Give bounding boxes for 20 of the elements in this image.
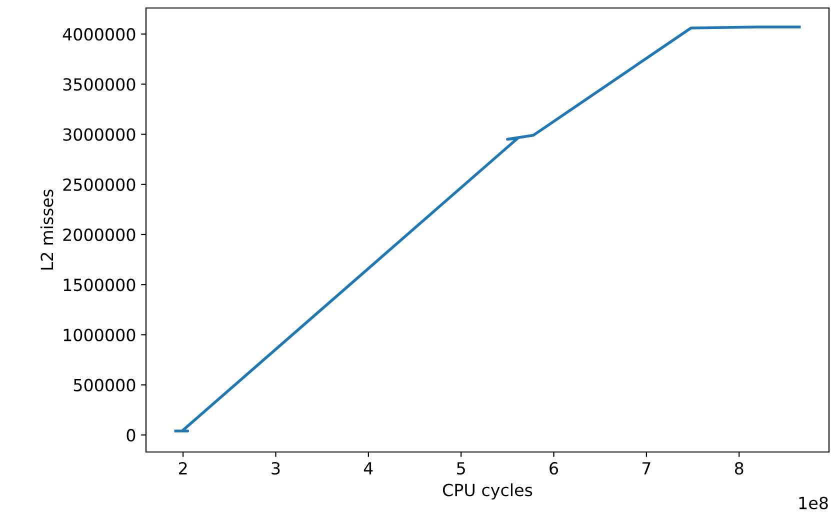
x-tick-label: 5 xyxy=(457,462,465,475)
y-axis-title: L2 misses xyxy=(40,190,54,270)
y-tick-label: 2500000 xyxy=(63,178,136,191)
y-tick-label: 1500000 xyxy=(64,278,136,292)
x-tick-label: 8 xyxy=(734,462,744,475)
x-tick-label: 4 xyxy=(364,462,373,474)
x-tick-label: 6 xyxy=(550,462,558,475)
x-tick-label: 7 xyxy=(642,462,650,474)
x-axis-title: CPU cycles xyxy=(442,483,532,500)
x-tick-label: 2 xyxy=(178,462,187,474)
y-tick-label: 1000000 xyxy=(64,328,136,342)
y-tick-label: 500000 xyxy=(74,378,136,392)
line-series xyxy=(174,26,801,432)
text: 1e8 xyxy=(799,496,828,510)
y-tick-label: 3000000 xyxy=(63,128,136,141)
x-tick-label: 3 xyxy=(272,462,280,475)
y-tick-label: 3500000 xyxy=(63,78,136,91)
y-tick-label: 2000000 xyxy=(63,228,136,242)
y-tick-label: 0 xyxy=(126,428,136,442)
y-tick-label: 4000000 xyxy=(62,28,136,41)
